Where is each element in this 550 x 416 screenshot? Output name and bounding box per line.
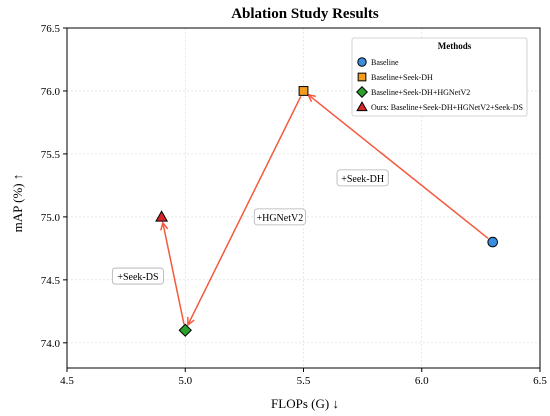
- legend-diamond-icon: [356, 86, 368, 98]
- legend: Methods Baseline Baseline+Seek-DH Baseline+…: [351, 37, 528, 117]
- x-tick-label: 5.5: [297, 375, 311, 387]
- legend-item: Baseline+Seek-DH: [357, 72, 433, 82]
- x-tick-label: 6.0: [415, 375, 429, 387]
- annotation-label: +Seek-DH: [341, 174, 384, 185]
- y-tick-label: 75.0: [41, 212, 61, 224]
- x-axis-label: FLOPs (G) ↓: [271, 396, 339, 411]
- data-point-triangle: [155, 210, 169, 222]
- legend-label: Baseline: [371, 58, 399, 67]
- legend-label: Baseline+Seek-DH+HGNetV2: [371, 88, 470, 97]
- arrow-head: [160, 221, 169, 231]
- annotation: +Seek-DS: [111, 267, 164, 285]
- annotation: +HGNetV2: [253, 208, 306, 226]
- arrow-head: [187, 317, 195, 327]
- axes: 4.5 5.0 5.5 6.0 6.5 74.0 74.5 75.0 75.5 76.0 76.5: [41, 23, 548, 387]
- legend-item: Baseline: [357, 57, 399, 67]
- legend-title: Methods: [438, 41, 472, 51]
- annotation-box: [253, 208, 306, 226]
- y-axis-label: mAP (%) ↑: [10, 174, 25, 233]
- arrow-line: [308, 94, 489, 239]
- annotation: +Seek-DH: [336, 169, 389, 187]
- arrows: [160, 93, 489, 327]
- y-tick-label: 74.0: [41, 338, 61, 350]
- annotation-label: +HGNetV2: [256, 213, 303, 224]
- chart-title: Ablation Study Results: [231, 6, 379, 22]
- annotations: +Seek-DH +HGNetV2 +Seek-DS: [111, 169, 389, 285]
- legend-item: Ours: Baseline+Seek-DH+HGNetV2+Seek-DS: [356, 101, 523, 112]
- legend-label: Ours: Baseline+Seek-DH+HGNetV2+Seek-DS: [371, 103, 523, 112]
- arrow-line: [187, 96, 302, 325]
- legend-box: [351, 37, 528, 117]
- annotation-label: +Seek-DS: [117, 272, 158, 283]
- x-tick-label: 4.5: [60, 375, 74, 387]
- arrow-line: [162, 223, 185, 325]
- annotation-box: [336, 169, 389, 187]
- data-point-circle: [487, 236, 499, 248]
- legend-square-icon: [357, 72, 367, 82]
- data-points: [155, 86, 499, 337]
- data-point-square: [298, 86, 309, 96]
- x-tick-label: 5.0: [178, 375, 192, 387]
- y-tick-label: 76.0: [41, 86, 61, 98]
- data-point-diamond: [178, 323, 192, 337]
- legend-label: Baseline+Seek-DH: [371, 73, 433, 82]
- legend-circle-icon: [357, 57, 367, 67]
- legend-triangle-icon: [356, 101, 368, 112]
- y-tick-label: 74.5: [41, 275, 61, 287]
- y-tick-label: 75.5: [41, 149, 61, 161]
- legend-item: Baseline+Seek-DH+HGNetV2: [356, 86, 470, 98]
- y-tick-label: 76.5: [41, 23, 61, 35]
- x-tick-label: 6.5: [533, 375, 547, 387]
- annotation-box: [111, 267, 164, 285]
